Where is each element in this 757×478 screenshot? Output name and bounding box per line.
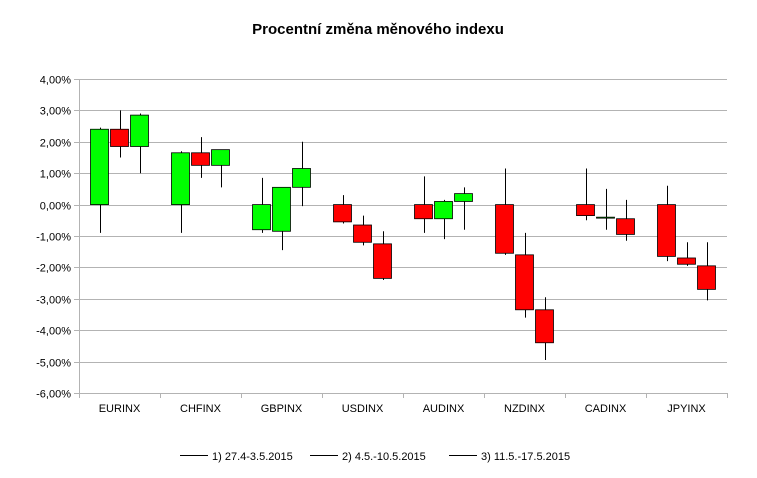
chart-title: Procentní změna měnového indexu <box>252 21 504 38</box>
legend-label: 3) 11.5.-17.5.2015 <box>481 451 570 463</box>
grid-lines <box>79 79 727 394</box>
x-tick-label: GBPINX <box>261 403 303 415</box>
candle-body <box>373 243 392 279</box>
legend: 1) 27.4-3.5.2015 2) 4.5.-10.5.2015 3) 11.5… <box>180 451 570 463</box>
x-tick-label: JPYINX <box>667 403 706 415</box>
candle-body <box>353 224 372 243</box>
y-tick-label: -1,00% <box>36 232 71 244</box>
candle-body <box>171 152 190 205</box>
y-tick-label: -5,00% <box>36 358 71 370</box>
x-tick-label: NZDINX <box>504 403 546 415</box>
candle-body <box>677 257 696 265</box>
candle-body <box>495 204 514 254</box>
candle-body <box>657 204 676 257</box>
y-tick-label: -2,00% <box>36 263 71 275</box>
candles <box>90 110 716 361</box>
candle-body <box>333 204 352 223</box>
y-tick-label: -6,00% <box>36 389 71 401</box>
y-tick-label: 3,00% <box>40 106 71 118</box>
legend-label: 1) 27.4-3.5.2015 <box>212 451 293 463</box>
y-tick-label: 0,00% <box>40 201 71 213</box>
candle-body <box>697 265 716 290</box>
candle-body <box>414 204 433 220</box>
candle-body <box>272 186 291 232</box>
x-tick-label: CADINX <box>585 403 627 415</box>
y-tick-label: 4,00% <box>40 75 71 87</box>
candle-body <box>211 149 230 166</box>
candle-body <box>130 114 149 147</box>
candle-body <box>616 218 635 235</box>
x-tick-label: CHFINX <box>180 403 222 415</box>
candle-body <box>576 204 595 216</box>
candle-body <box>191 152 210 166</box>
candle-body <box>535 309 554 344</box>
y-tick-label: 2,00% <box>40 138 71 150</box>
candle-body <box>90 128 109 206</box>
candle-body <box>292 168 311 188</box>
candle-body <box>454 193 473 202</box>
y-tick-label: -3,00% <box>36 295 71 307</box>
x-tick-label: AUDINX <box>423 403 465 415</box>
x-tick-label: EURINX <box>99 403 141 415</box>
candle-body <box>515 254 534 311</box>
candle-body <box>252 204 271 231</box>
y-tick-label: 1,00% <box>40 169 71 181</box>
candle-body <box>596 216 615 219</box>
candle-body <box>110 128 129 147</box>
x-tick-label: USDINX <box>342 403 384 415</box>
axes: 4,00% 3,00% 2,00% 1,00% 0,00% -1,00% -2,00% -3,… <box>36 75 728 415</box>
y-tick-label: -4,00% <box>36 326 71 338</box>
candle-body <box>434 201 453 220</box>
legend-label: 2) 4.5.-10.5.2015 <box>342 451 426 463</box>
